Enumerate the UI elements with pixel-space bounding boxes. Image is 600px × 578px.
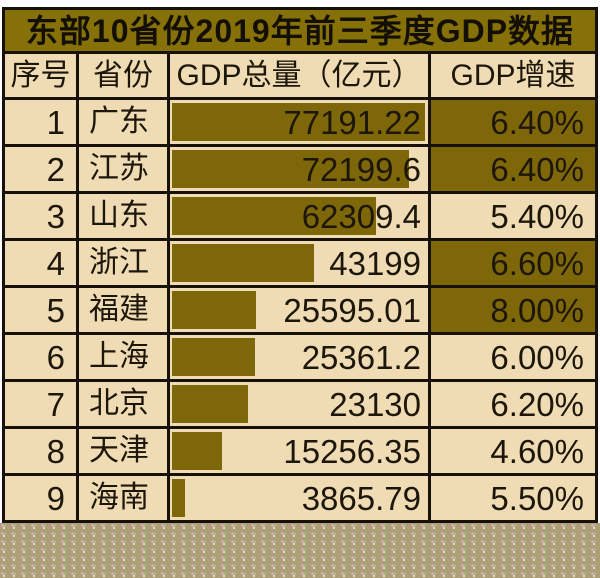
gdp-value-label: 72199.6 [301, 150, 421, 188]
growth-cell: 6.00% [431, 335, 595, 379]
gdp-data-bar [172, 197, 377, 235]
gdp-data-bar [172, 244, 314, 282]
col-header-index: 序号 [5, 54, 76, 97]
gdp-data-bar [172, 479, 185, 517]
gdp-value-label: 25595.01 [283, 291, 421, 329]
col-header-growth: GDP增速 [431, 54, 595, 97]
gdp-value-cell: 77191.22 [170, 100, 428, 144]
row-index-cell: 2 [5, 147, 76, 191]
growth-cell: 6.40% [431, 100, 595, 144]
dither-texture [0, 523, 600, 578]
growth-cell: 6.40% [431, 147, 595, 191]
row-index-cell: 1 [5, 100, 76, 144]
province-cell: 天津 [79, 429, 167, 473]
row-index-cell: 3 [5, 194, 76, 238]
row-index-cell: 7 [5, 382, 76, 426]
gdp-value-label: 77191.22 [283, 103, 421, 141]
province-cell: 海南 [79, 476, 167, 520]
gdp-value-label: 23130 [329, 385, 421, 423]
gdp-value-cell: 15256.35 [170, 429, 428, 473]
gdp-table: 东部10省份2019年前三季度GDP数据 序号 省份 GDP总量（亿元） GDP… [2, 7, 598, 523]
province-cell: 福建 [79, 288, 167, 332]
growth-cell: 8.00% [431, 288, 595, 332]
row-index-cell: 8 [5, 429, 76, 473]
growth-cell: 5.50% [431, 476, 595, 520]
gdp-value-label: 43199 [329, 244, 421, 282]
gdp-value-label: 25361.2 [301, 338, 421, 376]
gdp-value-cell: 23130 [170, 382, 428, 426]
col-header-province: 省份 [79, 54, 167, 97]
table-grid: 东部10省份2019年前三季度GDP数据 序号 省份 GDP总量（亿元） GDP… [2, 7, 598, 523]
province-cell: 广东 [79, 100, 167, 144]
gdp-value-cell: 72199.6 [170, 147, 428, 191]
row-index-cell: 4 [5, 241, 76, 285]
growth-cell: 4.60% [431, 429, 595, 473]
gdp-data-bar [172, 103, 425, 141]
row-index-cell: 5 [5, 288, 76, 332]
growth-cell: 6.60% [431, 241, 595, 285]
growth-cell: 6.20% [431, 382, 595, 426]
gdp-value-cell: 43199 [170, 241, 428, 285]
gdp-value-cell: 62309.4 [170, 194, 428, 238]
gdp-value-label: 62309.4 [301, 197, 421, 235]
row-index-cell: 6 [5, 335, 76, 379]
gdp-data-bar [172, 291, 256, 329]
growth-cell: 5.40% [431, 194, 595, 238]
gdp-value-label: 15256.35 [283, 432, 421, 470]
gdp-data-bar [172, 338, 256, 376]
gdp-value-cell: 3865.79 [170, 476, 428, 520]
gdp-data-bar [172, 385, 248, 423]
gdp-value-cell: 25595.01 [170, 288, 428, 332]
row-index-cell: 9 [5, 476, 76, 520]
province-cell: 上海 [79, 335, 167, 379]
gdp-value-label: 3865.79 [301, 479, 421, 517]
col-header-gdp: GDP总量（亿元） [170, 54, 428, 97]
province-cell: 江苏 [79, 147, 167, 191]
gdp-data-bar [172, 150, 409, 188]
table-title: 东部10省份2019年前三季度GDP数据 [5, 10, 595, 51]
province-cell: 山东 [79, 194, 167, 238]
gdp-value-cell: 25361.2 [170, 335, 428, 379]
province-cell: 北京 [79, 382, 167, 426]
province-cell: 浙江 [79, 241, 167, 285]
gdp-data-bar [172, 432, 222, 470]
